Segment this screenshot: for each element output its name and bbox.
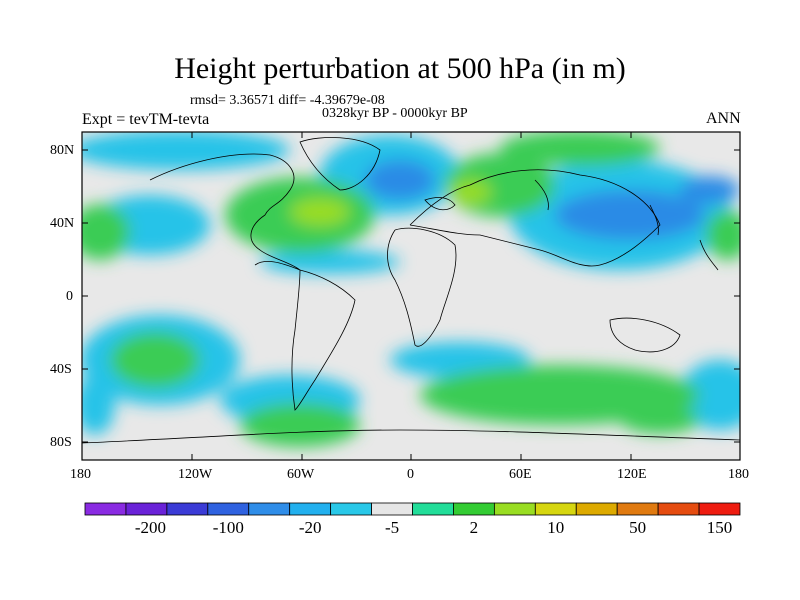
colorbar-swatch <box>493 502 536 516</box>
chart-title: Height perturbation at 500 hPa (in m) <box>174 52 626 85</box>
lon-label-180w: 180 <box>70 467 91 482</box>
lat-label-80n: 80N <box>50 143 75 158</box>
lat-label-0: 0 <box>66 289 73 304</box>
colorbar-swatch <box>698 502 741 516</box>
lon-label-120w: 120W <box>178 467 213 482</box>
colorbar-label: 50 <box>629 518 647 537</box>
colorbar-swatch <box>371 502 413 516</box>
lon-label-60w: 60W <box>287 467 315 482</box>
colorbar-swatch <box>207 502 250 516</box>
colorbar-swatch <box>289 502 332 516</box>
colorbar-swatch <box>657 502 700 516</box>
coastlines <box>82 137 740 444</box>
colorbar-label: 150 <box>706 518 733 537</box>
colorbar-swatch <box>84 502 127 516</box>
colorbar-label: -5 <box>384 518 400 537</box>
lon-label-120e: 120E <box>617 467 647 482</box>
lat-label-40s: 40S <box>50 362 72 377</box>
stats-text: rmsd= 3.36571 diff= -4.39679e-08 <box>190 93 385 108</box>
season-label: ANN <box>706 110 741 127</box>
lon-label-60e: 60E <box>509 467 532 482</box>
colorbar-swatch <box>125 502 168 516</box>
lat-label-40n: 40N <box>50 216 75 231</box>
experiment-label: Expt = tevTM-tevta <box>82 111 210 128</box>
colorbar-swatch <box>166 502 209 516</box>
colorbar-label: 2 <box>469 518 479 537</box>
lat-label-80s: 80S <box>50 435 72 450</box>
colorbar-swatch <box>412 502 454 516</box>
colorbar-swatch <box>616 502 659 516</box>
colorbar-label: -100 <box>212 518 244 537</box>
anomaly-field <box>82 132 740 447</box>
lon-label-0: 0 <box>407 467 414 482</box>
colorbar-label: -200 <box>134 518 166 537</box>
colorbar-label: -20 <box>298 518 322 537</box>
colorbar-label: 10 <box>547 518 565 537</box>
colorbar-swatch <box>248 502 291 516</box>
colorbar-swatch <box>575 502 618 516</box>
period-text: 0328kyr BP - 0000kyr BP <box>322 106 468 121</box>
lon-label-180e: 180 <box>728 467 749 482</box>
colorbar-swatch <box>534 502 577 516</box>
colorbar-swatch <box>453 502 495 516</box>
colorbar-swatch <box>330 502 372 516</box>
